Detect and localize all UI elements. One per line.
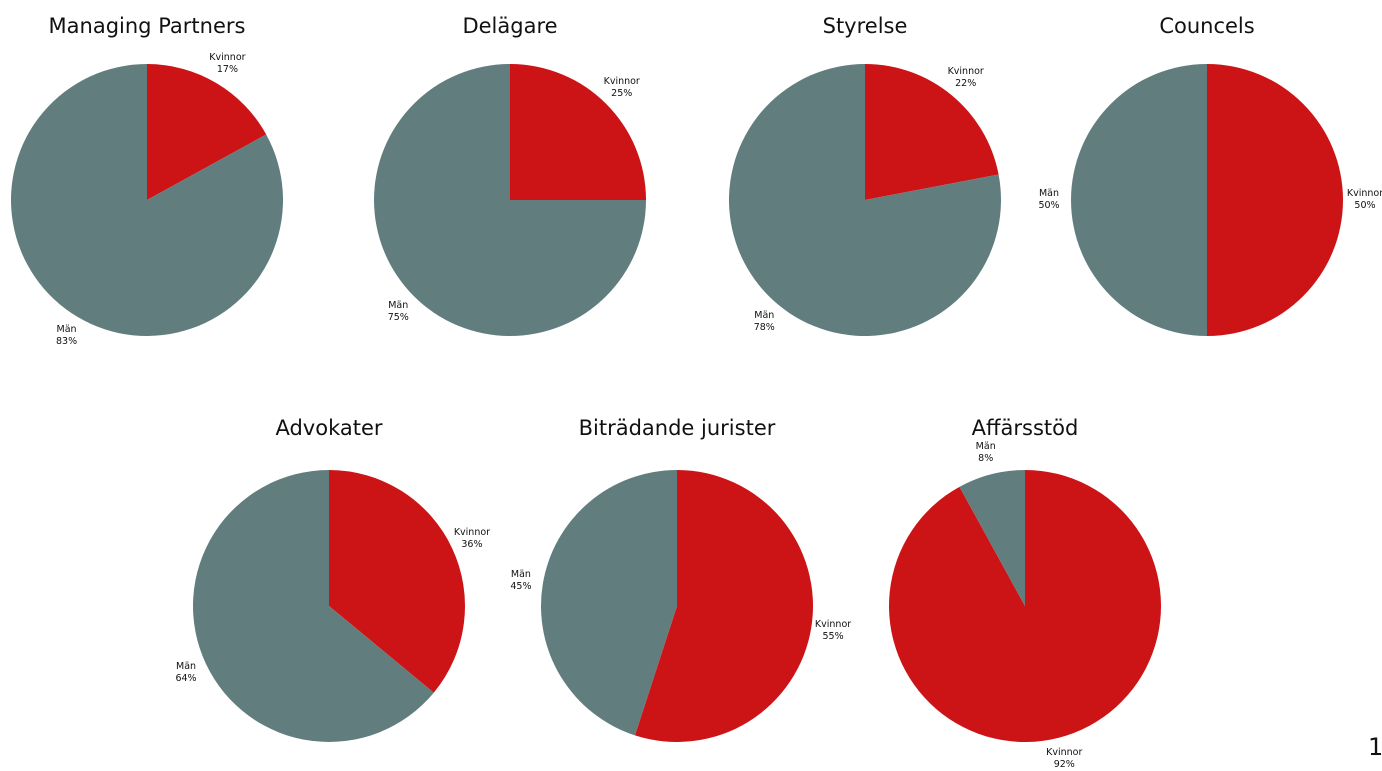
slice-label-name: Kvinnor (814, 618, 852, 630)
pie-slice-kvinnor (510, 64, 646, 200)
pie (1071, 64, 1343, 336)
page-number: 1 (1368, 733, 1382, 761)
slice-label-percent: 83% (56, 335, 78, 347)
chart-title: Affärsstöd (971, 416, 1079, 440)
slice-label: Kvinnor 55% (815, 619, 851, 643)
slice-label-percent: 64% (175, 673, 197, 685)
pie-slice-man (374, 64, 646, 336)
pie-slice-kvinnor (329, 470, 465, 693)
pie-slice-man (729, 64, 1001, 336)
slice-label: Kvinnor 17% (209, 52, 245, 76)
pie (541, 470, 813, 742)
slice-label-percent: 55% (822, 630, 844, 642)
slice-label: Kvinnor 50% (1347, 188, 1382, 212)
slice-label: Kvinnor 92% (1046, 747, 1082, 771)
slice-label-name: Män (1038, 188, 1060, 199)
slice-label: Män 50% (1038, 188, 1059, 212)
slice-label-percent: 92% (1053, 759, 1075, 771)
slice-label-name: Kvinnor (209, 52, 246, 63)
slice-label: Män 83% (56, 324, 77, 348)
pie (192, 470, 465, 742)
slice-label-percent: 75% (387, 311, 409, 323)
pie-slice-man (10, 64, 283, 337)
pie-slice-kvinnor (634, 470, 813, 742)
slice-label-name: Män (754, 309, 775, 321)
slice-label: Män 45% (510, 569, 531, 593)
pie-slice-kvinnor (147, 64, 267, 200)
slice-label-name: Män (176, 661, 197, 673)
slice-label-percent: 22% (955, 78, 977, 90)
slice-label-name: Män (975, 440, 996, 452)
pie (729, 64, 1001, 336)
pie (10, 64, 283, 337)
slice-label: Kvinnor 22% (948, 66, 984, 90)
slice-label-percent: 50% (1038, 200, 1060, 211)
pie (889, 470, 1161, 742)
chart-title: Advokater (275, 416, 383, 440)
slice-label-name: Män (56, 323, 77, 335)
slice-label-name: Kvinnor (1046, 747, 1083, 759)
chart-title: Councels (1159, 14, 1255, 38)
slice-label: Kvinnor 25% (604, 76, 640, 100)
slice-label-name: Kvinnor (603, 76, 640, 88)
slice-label: Män 78% (754, 310, 775, 334)
pie-slice-kvinnor (1207, 64, 1343, 336)
pie-slice-kvinnor (865, 64, 999, 200)
slice-label-name: Kvinnor (947, 66, 984, 78)
slice-label-percent: 17% (216, 64, 238, 75)
chart-title: Managing Partners (48, 14, 246, 38)
slice-label: Män 75% (388, 300, 409, 324)
slice-label: Män 64% (175, 661, 196, 685)
chart-title: Delägare (462, 14, 558, 38)
slice-label-name: Kvinnor (453, 526, 491, 538)
slice-label-percent: 25% (611, 88, 633, 100)
chart-title: Biträdande jurister (578, 416, 776, 440)
slice-label-name: Män (388, 299, 409, 311)
slice-label-percent: 36% (461, 538, 483, 550)
slice-label-percent: 8% (978, 452, 994, 464)
pie-slice-man (1071, 64, 1207, 336)
slice-label-name: Män (510, 569, 531, 581)
pie-slice-man (192, 470, 434, 742)
slice-label-percent: 78% (753, 321, 775, 333)
chart-title: Styrelse (822, 14, 908, 38)
slice-label: Kvinnor 36% (454, 527, 490, 551)
slice-label-percent: 45% (510, 581, 532, 593)
slice-label-percent: 50% (1354, 200, 1376, 211)
pie-slice-man (541, 470, 677, 736)
slice-label: Män 8% (976, 441, 996, 465)
pie (374, 64, 646, 336)
pie-slice-man (959, 470, 1025, 606)
slice-label-name: Kvinnor (1346, 188, 1382, 199)
